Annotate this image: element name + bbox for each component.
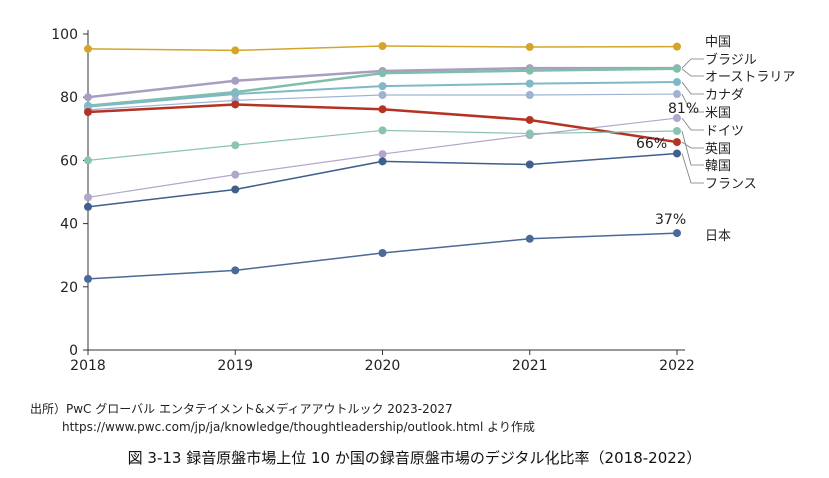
data-point-日本: [525, 234, 534, 243]
data-point-オーストラリア: [673, 64, 681, 73]
legend-label: 中国: [705, 35, 731, 50]
source-line-1: 出所）PwC グローバル エンタテイメント&メディアアウトルック 2023-20…: [30, 402, 453, 416]
data-point-ドイツ: [84, 193, 92, 202]
data-point-韓国: [525, 129, 534, 138]
leader-line: [681, 81, 704, 95]
data-point-英国: [378, 105, 387, 114]
data-point-英国: [673, 138, 681, 147]
x-tick-label: 2021: [512, 358, 548, 374]
legend-label: オーストラリア: [705, 70, 795, 85]
y-tick-label: 60: [60, 153, 78, 169]
legend-label: ドイツ: [705, 124, 744, 139]
data-point-中国: [525, 42, 534, 51]
legend-label: 英国: [705, 142, 731, 157]
data-point-オーストラリア: [378, 69, 387, 78]
data-point-中国: [84, 44, 92, 53]
leader-line: [681, 68, 704, 77]
x-tick-label: 2018: [70, 358, 106, 374]
legend-label: 日本: [705, 229, 731, 244]
legend-label: カナダ: [705, 88, 744, 103]
leader-line: [681, 58, 704, 69]
y-tick-label: 80: [60, 90, 78, 106]
data-point-フランス: [378, 157, 387, 166]
data-point-中国: [378, 42, 387, 51]
data-point-韓国: [84, 156, 92, 165]
data-point-韓国: [378, 126, 387, 135]
data-label: 81%: [668, 101, 699, 117]
data-label: 37%: [655, 212, 686, 228]
data-point-カナダ: [378, 82, 387, 91]
data-point-オーストラリア: [525, 66, 534, 75]
data-point-フランス: [231, 185, 240, 194]
data-point-フランス: [84, 202, 92, 211]
data-point-ドイツ: [673, 114, 681, 123]
data-point-米国: [378, 90, 387, 99]
leader-line: [681, 141, 704, 149]
y-tick-label: 20: [60, 280, 78, 296]
leader-line: [681, 93, 704, 113]
legend-label: 米国: [705, 106, 731, 121]
data-point-英国: [525, 115, 534, 124]
x-tick-label: 2022: [659, 358, 695, 374]
leader-line: [681, 130, 704, 166]
data-point-ドイツ: [378, 150, 387, 159]
data-point-韓国: [673, 127, 681, 136]
data-point-中国: [231, 46, 240, 55]
x-tick-label: 2020: [365, 358, 401, 374]
line-chart: 0 20 40 60 80 100 2018 2019 2020 2021 2022 中国ブラジルオー…: [51, 27, 795, 374]
data-point-ドイツ: [231, 170, 240, 179]
legend-label: 韓国: [705, 159, 731, 174]
data-point-フランス: [673, 149, 681, 158]
leader-line: [681, 153, 704, 184]
data-point-日本: [673, 229, 681, 238]
data-point-ブラジル: [231, 76, 240, 85]
data-point-英国: [84, 108, 92, 117]
data-point-カナダ: [673, 78, 681, 87]
data-point-日本: [378, 248, 387, 257]
data-label: 66%: [636, 136, 667, 152]
data-point-中国: [673, 42, 681, 51]
data-point-韓国: [231, 141, 240, 150]
data-point-ブラジル: [84, 93, 92, 102]
data-point-カナダ: [525, 79, 534, 88]
data-point-日本: [84, 274, 92, 283]
legend-label: ブラジル: [705, 52, 757, 68]
data-point-日本: [231, 266, 240, 275]
source-line-2: https://www.pwc.com/jp/ja/knowledge/thou…: [62, 420, 535, 434]
data-point-米国: [525, 90, 534, 99]
data-point-カナダ: [231, 90, 240, 99]
data-point-米国: [673, 90, 681, 99]
data-point-英国: [231, 100, 240, 109]
leader-line: [681, 117, 704, 131]
y-tick-label: 0: [69, 343, 78, 359]
x-tick-label: 2019: [217, 358, 253, 374]
figure-caption: 図 3-13 録音原盤市場上位 10 か国の録音原盤市場のデジタル化比率（201…: [127, 449, 702, 467]
y-tick-label: 100: [51, 27, 78, 43]
y-tick-label: 40: [60, 217, 78, 233]
legend-label: フランス: [705, 177, 757, 192]
data-point-フランス: [525, 160, 534, 169]
